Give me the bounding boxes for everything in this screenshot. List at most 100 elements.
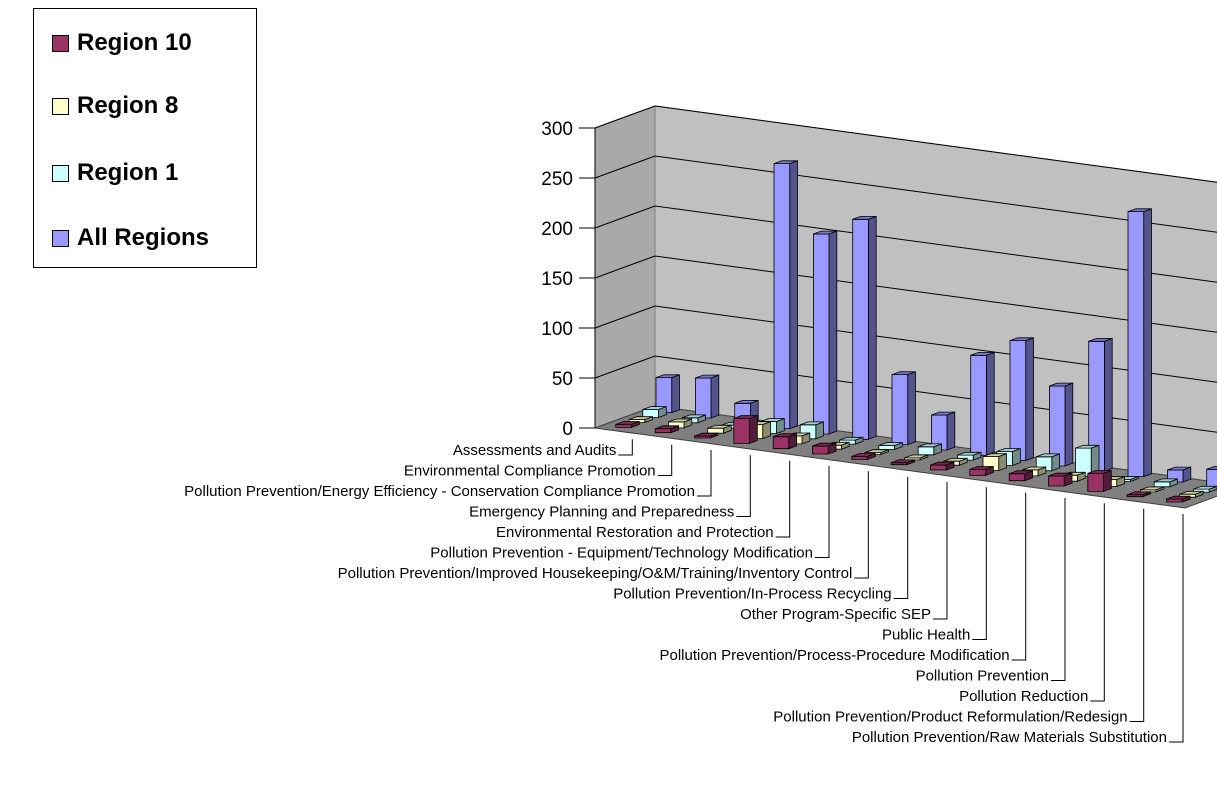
category-label-15: Pollution Prevention/Raw Materials Subst…: [852, 729, 1167, 746]
category-leader: [697, 450, 712, 497]
bar-all-regions-15: [1206, 465, 1217, 488]
bar-region-10-14: [1126, 491, 1151, 498]
bar-front: [878, 445, 895, 450]
x-axis-labels: Assessments and Audits Environmental Comp…: [184, 439, 1184, 746]
bar-region-8-3: [707, 424, 732, 434]
bar-all-regions-8: [931, 411, 956, 451]
category-label-1: Assessments and Audits: [453, 442, 616, 459]
bar-side: [1104, 337, 1113, 472]
bar-top: [1206, 465, 1217, 470]
bar-top: [812, 442, 837, 447]
bar-region-10-1: [615, 420, 640, 428]
bar-region-10-11: [1008, 470, 1033, 482]
bar-all-regions-7: [891, 371, 916, 446]
y-tick-label: 100: [541, 319, 573, 340]
bar-top: [1179, 490, 1204, 495]
bar-all-regions-11: [1049, 382, 1074, 467]
bar-top: [733, 415, 758, 419]
bar-front: [969, 468, 986, 476]
bar-front: [1206, 468, 1217, 488]
bar-top: [930, 461, 955, 466]
legend-label-region-10: Region 10: [77, 29, 192, 56]
bar-front: [1127, 211, 1145, 478]
bar-top: [694, 432, 719, 437]
gridline: [594, 355, 1217, 433]
legend: Region 10 Region 8 Region 1 All Regions: [33, 8, 257, 268]
bar-top: [931, 411, 955, 416]
bar-top: [707, 424, 732, 429]
bar-top: [1127, 208, 1152, 213]
bar-top: [1036, 453, 1060, 458]
bar-region-10-3: [694, 432, 719, 439]
bar-side: [907, 371, 916, 446]
bar-front: [930, 464, 947, 471]
bar-top: [1049, 382, 1073, 387]
y-tick-label: 250: [541, 169, 573, 190]
bar-top: [851, 453, 876, 457]
category-label-12: Pollution Prevention: [916, 668, 1049, 685]
gridline: [594, 105, 1217, 183]
legend-label-region-8: Region 8: [77, 92, 179, 119]
category-leader: [972, 487, 987, 640]
category-leader: [815, 466, 830, 558]
category-leader: [893, 476, 909, 599]
bar-top: [918, 443, 942, 448]
category-label-5: Environmental Restoration and Protection: [496, 524, 774, 541]
bar-region-10-6: [812, 442, 837, 455]
bar-side: [986, 351, 995, 456]
y-axis-ticks: 0 50 100 150 200 250 300: [541, 119, 596, 440]
bar-top: [864, 449, 889, 453]
category-label-2: Environmental Compliance Promotion: [404, 463, 656, 480]
category-label-8: Pollution Prevention/In-Process Recyclin…: [613, 586, 891, 603]
bar-top: [1140, 486, 1164, 491]
bar-top: [1048, 472, 1073, 477]
gridline: [594, 205, 1217, 283]
bar-all-regions-1: [655, 374, 680, 414]
bar-side: [1103, 469, 1112, 492]
legend-item-region-1: Region 1: [52, 158, 178, 188]
y-tick-label: 300: [541, 119, 573, 140]
category-label-13: Pollution Reduction: [959, 688, 1088, 705]
category-leader: [854, 471, 869, 579]
bar-all-regions-13: [1127, 208, 1152, 478]
bar-front: [615, 423, 632, 428]
gridline: [594, 155, 1217, 233]
bar-top: [943, 457, 968, 462]
bar-front: [1087, 472, 1104, 492]
bar-side: [710, 374, 720, 419]
bar-top: [852, 215, 877, 220]
bar-region-10-7: [851, 452, 876, 460]
bar-front: [1166, 498, 1183, 503]
bar-top: [1088, 337, 1113, 342]
bar-side: [946, 411, 956, 451]
bar-region-1-8: [917, 443, 942, 456]
bar-top: [760, 418, 785, 422]
bar-region-10-2: [654, 425, 679, 434]
category-label-7: Pollution Prevention/Improved Housekeepi…: [338, 565, 853, 582]
bar-top: [996, 448, 1021, 452]
bars: [615, 160, 1217, 503]
bar-region-1-12: [1075, 444, 1100, 477]
legend-label-all-regions: All Regions: [77, 224, 210, 251]
bar-region-1-6: [839, 436, 864, 445]
bar-top: [655, 425, 679, 430]
bar-front: [1009, 340, 1027, 462]
bar-top: [668, 418, 692, 423]
bar-front: [970, 354, 987, 456]
legend-item-region-8: Region 8: [52, 91, 178, 121]
bar-region-1-14: [1153, 478, 1178, 488]
legend-swatch-region-1: [52, 164, 69, 182]
bar-top: [642, 406, 667, 410]
category-leader: [1129, 508, 1145, 722]
bar-front: [851, 455, 868, 460]
bar-top: [695, 374, 719, 379]
bar-front: [773, 163, 791, 430]
bar-region-1-1: [642, 406, 667, 419]
bar-top: [773, 160, 798, 165]
bar-all-regions-5: [813, 230, 838, 435]
bar-front: [654, 428, 672, 434]
category-leader: [657, 444, 673, 476]
bar-side: [1025, 337, 1034, 462]
bar-region-10-12: [1048, 472, 1073, 487]
bar-top: [1009, 337, 1034, 342]
